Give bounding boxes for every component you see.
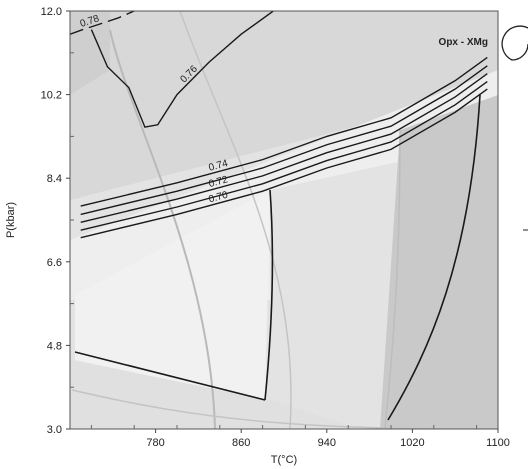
y-tick-label: 10.2 xyxy=(41,90,62,102)
chart-title: Opx - XMg xyxy=(439,37,488,48)
contour-line xyxy=(80,56,488,207)
field-left-low xyxy=(75,190,270,400)
contour-line xyxy=(80,65,488,216)
contour-label: 0.74 xyxy=(208,158,230,174)
y-tick-label: 8.4 xyxy=(47,173,62,185)
field-bottom xyxy=(70,360,360,429)
contour-line xyxy=(90,11,274,128)
y-axis-title: P(kbar) xyxy=(5,202,17,238)
phase-boundary-line xyxy=(74,351,266,401)
field-right xyxy=(380,95,498,429)
x-axis-title: T(°C) xyxy=(271,454,297,466)
x-axis: 780 860 940 1020 1100 xyxy=(90,425,510,449)
y-tick-label: 6.6 xyxy=(47,257,62,269)
phase-boundary-line xyxy=(264,189,274,401)
y-tick-label: 12.0 xyxy=(41,6,62,18)
x-tick-label: 780 xyxy=(146,437,164,449)
x-tick-label: 940 xyxy=(318,437,336,449)
field-upper-left xyxy=(70,11,110,95)
field-boundary xyxy=(109,29,216,429)
field-regions xyxy=(70,11,498,429)
contour-line xyxy=(80,73,488,224)
field-boundary xyxy=(384,129,401,429)
x-tick-label: 1100 xyxy=(486,437,510,449)
y-tick-label: 4.8 xyxy=(47,340,62,352)
phase-boundary-line xyxy=(387,94,481,421)
field-upper xyxy=(70,11,498,200)
contour-label: 0.72 xyxy=(208,174,230,190)
contour-line xyxy=(80,88,488,239)
x-tick-label: 1020 xyxy=(400,437,424,449)
decorative-arc xyxy=(501,25,528,61)
contour-line xyxy=(70,11,135,35)
phase-boundaries xyxy=(74,94,481,421)
contour-line xyxy=(80,81,488,231)
contour-lines xyxy=(70,11,488,239)
y-axis: 3.0 4.8 6.6 8.4 10.2 12.0 xyxy=(41,6,74,436)
contour-label: 0.70 xyxy=(208,190,230,206)
x-tick-label: 860 xyxy=(232,437,250,449)
field-boundary xyxy=(179,11,292,429)
y-tick-label: 3.0 xyxy=(47,424,62,436)
